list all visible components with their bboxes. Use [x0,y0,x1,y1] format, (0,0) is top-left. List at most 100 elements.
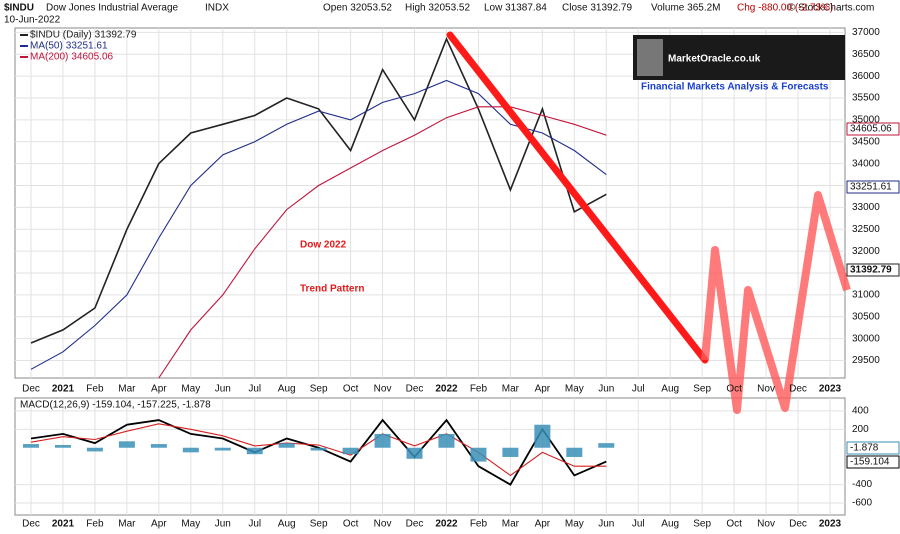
series-line [30,79,607,370]
credit: © StockCharts.com [788,3,874,14]
end-label: -159.104 [850,457,890,468]
histogram-bar [118,441,135,448]
histogram-bar [278,443,295,448]
series-line [30,418,607,486]
end-label-box [846,122,900,136]
end-label: 33251.61 [850,182,892,193]
histogram-bar [214,447,231,451]
x-tick-label: Apr [151,384,167,395]
quote-item: Close 31392.79 [562,3,632,14]
trend-line [446,31,709,364]
histogram-bar [438,433,455,448]
y-tick-label: 31000 [852,290,880,301]
y-tick-label: 29500 [852,355,880,366]
exchange: INDX [205,3,229,14]
x-tick-label: Dec [789,384,807,395]
x-tick-label: Jun [215,519,231,530]
logo-icon [637,39,663,76]
x-tick-label: 2022 [435,519,458,530]
series-line [30,423,607,477]
x-tick-label: Mar [502,519,520,530]
x-tick-label: May [181,519,200,530]
x-tick-label: Feb [86,519,104,530]
y-tick-label: 400 [852,406,869,417]
x-tick-label: Apr [535,384,551,395]
x-tick-label: Oct [343,519,359,530]
y-tick-label: 200 [852,424,869,435]
x-tick-label: Nov [374,519,392,530]
x-tick-label: Dec [406,519,424,530]
histogram-bar [246,447,263,455]
x-tick-label: Oct [726,519,742,530]
y-tick-label: 36500 [852,49,880,60]
logo-subtitle: Financial Markets Analysis & Forecasts [641,82,829,93]
x-tick-label: Sep [310,384,328,395]
end-label-box [846,263,900,277]
x-tick-label: Feb [86,384,104,395]
x-tick-label: Aug [661,384,679,395]
histogram-bar [150,444,167,448]
y-tick-label: -600 [852,498,872,509]
x-tick-label: Feb [470,384,488,395]
x-tick-label: 2023 [819,384,842,395]
histogram-bar [54,444,71,448]
logo-title: MarketOracle.co.uk [668,54,761,65]
security-name: Dow Jones Industrial Average [46,3,179,14]
x-tick-label: Sep [693,519,711,530]
x-tick-label: Mar [502,384,520,395]
x-tick-label: Dec [22,519,40,530]
x-tick-label: Apr [151,519,167,530]
quote-item: Volume 365.2M [651,3,721,14]
quote-item: Low 31387.84 [484,3,547,14]
quote-item: Chg -880.00 (-2.73%) [737,3,833,14]
legend-value: 34605.06 [71,52,113,63]
grid [15,28,845,515]
histogram-bar [406,447,423,459]
x-tick-label: Jun [215,384,231,395]
x-tick-label: Nov [757,519,775,530]
histogram-bar [310,447,327,451]
x-tick-label: Sep [310,519,328,530]
x-tick-label: Jul [248,519,261,530]
plot [23,36,615,486]
x-tick-label: Aug [661,519,679,530]
y-tick-label: 33000 [852,202,880,213]
y-tick-label: 30000 [852,333,880,344]
logo-box [633,35,845,80]
y-tick-label: 35000 [852,115,880,126]
x-tick-label: Mar [118,384,136,395]
y-tick-label: 32000 [852,246,880,257]
x-tick-label: Jun [598,384,614,395]
x-tick-label: 2022 [435,384,458,395]
annotation: Dow 2022 [300,240,347,251]
x-tick-label: Aug [278,384,296,395]
symbol: $INDU [4,3,34,14]
histogram-bar [342,447,359,455]
legend-label: $INDU (Daily) [30,30,92,41]
histogram-bar [566,447,583,457]
x-tick-label: Oct [343,384,359,395]
date: 10-Jun-2022 [4,15,61,26]
x-tick-label: Jul [632,519,645,530]
x-tick-label: Sep [693,384,711,395]
x-tick-label: Jul [632,384,645,395]
histogram-bar [23,444,39,448]
x-tick-label: May [181,384,200,395]
x-tick-label: Nov [757,384,775,395]
end-label: -1.878 [850,443,879,454]
histogram-bar [182,447,199,453]
y-tick-label: 34000 [852,158,880,169]
y-tick-label: 32500 [852,224,880,235]
y-tick-label: -400 [852,479,872,490]
end-label-box [846,441,900,455]
series-line [158,106,607,379]
x-tick-label: Dec [406,384,424,395]
histogram-bar [534,424,551,448]
end-label-box [846,455,900,469]
end-label: 34605.06 [850,124,892,135]
x-tick-label: Oct [726,384,742,395]
quote-item: Open 32053.52 [323,3,392,14]
x-tick-label: Apr [535,519,551,530]
